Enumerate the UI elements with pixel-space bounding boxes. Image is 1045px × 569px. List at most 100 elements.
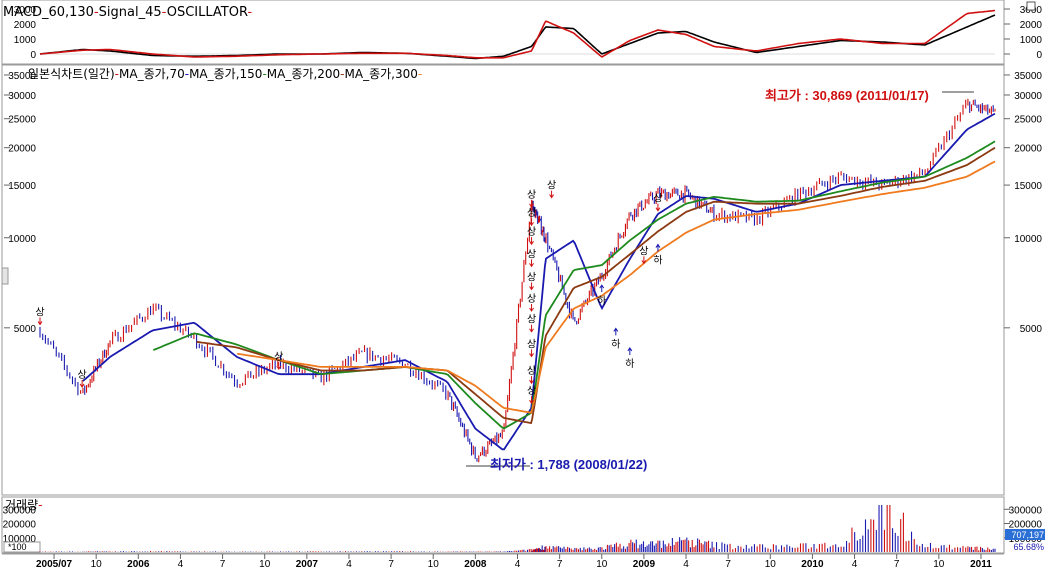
buy-signal-marker: 상	[527, 314, 536, 326]
volume-tick-label-right: 300000	[1009, 505, 1043, 516]
ma-line-70	[82, 112, 996, 451]
macd-tick-label-left: 2000	[14, 20, 37, 31]
buy-signal-marker: 상	[35, 306, 44, 318]
volume-tick-label-right: 200000	[1009, 520, 1043, 531]
volume-bars	[39, 505, 996, 552]
panel-splitter-handle[interactable]	[1, 267, 9, 285]
x-tick-label: 10	[91, 559, 103, 569]
x-tick-label: 2006	[127, 559, 150, 569]
buy-arrow-icon	[655, 203, 661, 212]
x-tick-label: 2011	[970, 559, 992, 569]
x-tick-label: 10	[259, 559, 271, 569]
high-price-label: 최고가 : 30,869 (2011/01/17)	[765, 88, 929, 103]
buy-arrow-icon	[529, 282, 534, 291]
x-tick-label: 4	[515, 559, 521, 569]
buy-arrow-icon	[37, 317, 43, 326]
panel-menu-icon[interactable]	[1026, 1, 1036, 11]
volume-legend: 거래량-	[5, 498, 42, 512]
buy-arrow-icon	[529, 324, 534, 333]
price-legend-sep: -	[418, 67, 422, 81]
x-tick-label: 2010	[801, 559, 824, 569]
macd-legend-osc: OSCILLATOR	[167, 5, 248, 20]
x-tick-label: 2009	[633, 559, 656, 569]
sell-arrow-icon	[613, 327, 619, 336]
x-tick-label: 7	[388, 559, 394, 569]
macd-lines	[39, 9, 996, 60]
buy-arrow-icon	[529, 376, 534, 385]
x-tick-label: 10	[765, 559, 777, 569]
sell-signal-marker: 하	[653, 254, 662, 267]
volume-ratio: 65.68%	[1013, 542, 1044, 552]
x-tick-label: 4	[852, 559, 858, 569]
sell-arrow-icon	[599, 284, 605, 293]
price-tick-label-left: 35000	[8, 71, 36, 82]
buy-signal-marker: 상	[527, 365, 536, 377]
buy-arrow-icon	[529, 349, 534, 358]
buy-signal-marker: 상	[653, 193, 662, 205]
x-axis: 2005/07 10 2006 4 7 10 2007 4 7 10 2008 4 7 10 2009 4 7 1…	[2, 553, 1004, 569]
price-legend-sep: -	[262, 67, 266, 81]
price-tick-label-left: 20000	[8, 144, 36, 155]
ma-line-300	[237, 160, 996, 414]
price-panel: 일본식차트(일간)-MA_종가,70-MA_종가,150-MA_종가,200-M…	[1, 64, 1042, 496]
macd-tick-label-right: 0	[1036, 50, 1042, 61]
buy-arrow-icon	[529, 396, 534, 405]
buy-signal-marker: 상	[527, 189, 536, 201]
macd-legend-signal: Signal_45	[99, 5, 162, 20]
buy-arrow-icon	[276, 362, 282, 371]
macd-tick-label-right: 2000	[1020, 20, 1043, 31]
volume-tick-label-left: 200000	[3, 520, 37, 531]
moving-average-lines	[82, 112, 996, 451]
sell-arrow-icon	[627, 347, 633, 355]
buy-signal-marker: 상	[78, 369, 87, 381]
ma-line-150	[152, 140, 996, 430]
price-tick-label-right: 20000	[1014, 144, 1042, 155]
x-tick-label: 7	[557, 559, 563, 569]
volume-current-badge	[1005, 529, 1045, 540]
volume-legend-sep: -	[38, 498, 42, 512]
ma-line-200	[196, 146, 996, 425]
price-legend-ma200: MA_종가,200	[267, 67, 340, 81]
price-legend-ma300: MA_종가,300	[345, 67, 418, 81]
price-tick-label-right: 5000	[1020, 324, 1043, 335]
volume-scale-box	[3, 541, 41, 553]
price-tick-label-right: 35000	[1014, 71, 1042, 82]
price-y-axis: 35000 35000 30000 30000 25000 25000 20000 20000…	[4, 71, 1042, 335]
price-legend-sep: -	[340, 67, 344, 81]
volume-legend-title: 거래량	[5, 498, 38, 512]
sell-arrow-icon	[655, 243, 661, 252]
macd-legend-sep: -	[247, 5, 252, 20]
signal-line	[39, 9, 996, 59]
low-price-label: 최저가 : 1,788 (2008/01/22)	[490, 457, 647, 472]
buy-arrow-icon	[79, 379, 85, 388]
price-legend-ma150: MA_종가,150	[189, 67, 262, 81]
macd-legend-sep: -	[162, 5, 167, 20]
volume-panel: 거래량- 30000030000020000020000010000010000…	[1, 496, 1045, 554]
price-legend: 일본식차트(일간)-MA_종가,70-MA_종가,150-MA_종가,200-M…	[28, 67, 422, 81]
price-tick-label-left: 25000	[8, 115, 36, 126]
sell-signal-marker: 하	[611, 337, 620, 350]
price-legend-title: 일본식차트(일간)	[28, 67, 115, 81]
buy-signal-marker: 상	[527, 385, 536, 397]
macd-tick-label-right: 1000	[1020, 35, 1043, 46]
macd-panel: MACD_60,130-Signal_45-OSCILLATOR- 300030…	[1, 0, 1043, 65]
price-tick-label-left: 30000	[8, 91, 36, 102]
price-tick-label-left: 5000	[14, 324, 37, 335]
price-tick-label-right: 30000	[1014, 91, 1042, 102]
buy-arrow-icon	[529, 259, 534, 268]
buy-signal-marker: 상	[639, 245, 648, 257]
buy-arrow-icon	[529, 303, 534, 312]
x-tick-label: 7	[220, 559, 226, 569]
price-tick-label-right: 15000	[1014, 181, 1042, 192]
sell-signal-marker: 하	[597, 294, 606, 307]
buy-signal-marker: 상	[527, 271, 536, 283]
low-annotation: 최저가 : 1,788 (2008/01/22)	[466, 457, 647, 472]
sell-signal-marker: 하	[625, 357, 634, 370]
buy-signal-marker: 상	[527, 293, 536, 305]
price-tick-label-right: 10000	[1014, 234, 1042, 245]
buy-arrow-icon	[641, 256, 647, 265]
volume-scale-label: *100	[8, 542, 27, 552]
x-tick-label: 4	[346, 559, 352, 569]
macd-legend: MACD_60,130-Signal_45-OSCILLATOR-	[3, 5, 252, 20]
